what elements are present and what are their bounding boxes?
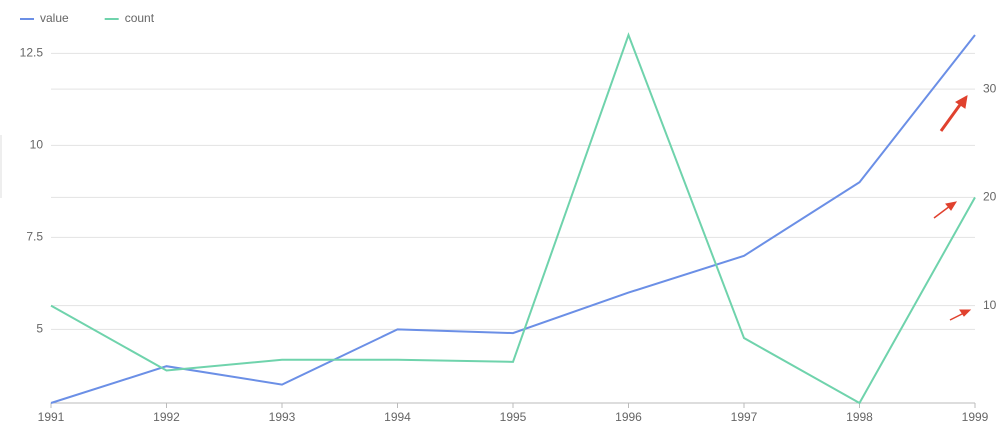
- arrow-head: [955, 95, 968, 109]
- x-tick-label: 1991: [38, 410, 65, 424]
- x-tick-label: 1997: [731, 410, 758, 424]
- x-tick-label: 1999: [962, 410, 989, 424]
- x-tick-label: 1996: [615, 410, 642, 424]
- y2-tick-label: 20: [983, 190, 997, 204]
- y-tick-label: 7.5: [26, 230, 43, 244]
- legend-label: value: [40, 11, 69, 25]
- arrow: [939, 101, 964, 132]
- x-tick-label: 1998: [846, 410, 873, 424]
- legend-item: value: [20, 11, 69, 25]
- x-tick-label: 1995: [500, 410, 527, 424]
- grid: [51, 52, 975, 330]
- x-tick-label: 1993: [269, 410, 296, 424]
- series-line: [50, 34, 976, 404]
- y-tick-label: 5: [36, 322, 43, 336]
- arrow-head: [945, 201, 958, 211]
- legend-item: count: [104, 11, 155, 25]
- series-line: [50, 32, 976, 405]
- x-tick-label: 1994: [384, 410, 411, 424]
- y2-tick-label: 10: [983, 298, 997, 312]
- arrow: [949, 312, 965, 321]
- y2-tick-label: 30: [983, 81, 997, 95]
- x-tick-label: 1992: [153, 410, 180, 424]
- y-tick-label: 10: [30, 138, 44, 152]
- legend-label: count: [125, 11, 155, 25]
- arrow-head: [959, 309, 972, 317]
- annotation-arrows: [933, 95, 972, 321]
- arrow: [933, 205, 951, 219]
- y-tick-label: 12.5: [20, 46, 44, 60]
